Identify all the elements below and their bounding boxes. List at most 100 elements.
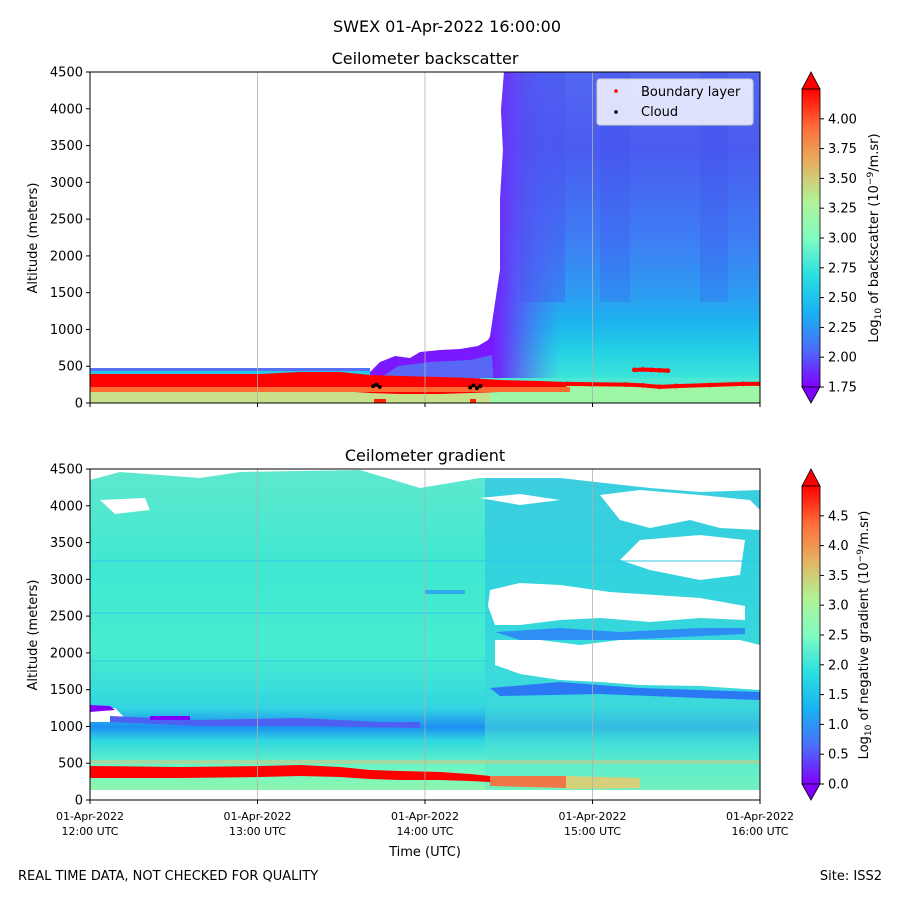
boundary-layer-line xyxy=(567,381,760,389)
gradient-orange-layer xyxy=(490,776,566,788)
gradient-blue-edge xyxy=(495,628,745,640)
cloud-point xyxy=(374,382,379,387)
legend-marker-boundary-layer xyxy=(614,89,618,93)
gradient-streak xyxy=(90,612,490,614)
backscatter-colorbar-ticks: 1.75 2.00 2.25 2.50 2.75 3.00 3.25 3.50 3.75 4.00 xyxy=(820,112,857,396)
x-tick-label-time: 14:00 UTC xyxy=(396,825,453,838)
gradient-y-tick-label: 4000 xyxy=(50,499,83,514)
backscatter-ylabel: Altitude (meters) xyxy=(26,183,41,294)
x-axis-label: Time (UTC) xyxy=(388,845,461,860)
cloud-point xyxy=(377,384,382,389)
gradient-colorbar-tick-label: 2.0 xyxy=(828,658,849,673)
gradient-blue-edge xyxy=(150,716,190,720)
backscatter-colorbar-tick-label: 3.25 xyxy=(828,202,857,217)
legend-label-boundary-layer: Boundary layer xyxy=(641,85,741,100)
backscatter-y-tick-label: 4500 xyxy=(50,66,83,81)
gradient-blue-edge xyxy=(110,716,420,728)
x-tick-label-time: 13:00 UTC xyxy=(229,825,286,838)
gradient-gap xyxy=(488,583,745,625)
backscatter-band xyxy=(520,72,565,302)
x-tick-label-date: 01-Apr-2022 xyxy=(391,810,459,823)
backscatter-red-spot xyxy=(470,399,476,403)
x-tick-label-date: 01-Apr-2022 xyxy=(726,810,794,823)
backscatter-gridlines xyxy=(257,72,593,403)
backscatter-colorbar-tick-label: 3.50 xyxy=(828,172,857,187)
backscatter-y-tick-label: 3000 xyxy=(50,176,83,191)
cloud-point xyxy=(468,385,473,390)
cloud-point xyxy=(471,383,476,388)
gradient-colorbar-tick-label: 3.5 xyxy=(828,569,849,584)
gradient-colorbar-tick-label: 1.5 xyxy=(828,688,849,703)
footer-disclaimer: REAL TIME DATA, NOT CHECKED FOR QUALITY xyxy=(18,869,319,884)
legend-marker-cloud xyxy=(614,110,618,114)
backscatter-y-tick-label: 1500 xyxy=(50,286,83,301)
backscatter-colorbar: 1.75 2.00 2.25 2.50 2.75 3.00 3.25 3.50 3.75 4.00… xyxy=(801,71,884,404)
cloud-point xyxy=(478,384,483,389)
gradient-panel: Ceilometer gradient xyxy=(26,446,874,860)
gradient-ylabel: Altitude (meters) xyxy=(26,580,41,691)
backscatter-colorbar-tick-label: 2.75 xyxy=(828,261,857,276)
gradient-gap xyxy=(100,498,150,514)
backscatter-y-tick-label: 2500 xyxy=(50,213,83,228)
boundary-layer-line xyxy=(634,367,668,373)
gradient-y-tick-label: 3000 xyxy=(50,573,83,588)
boundary-layer-points xyxy=(564,367,760,390)
backscatter-thin-layer xyxy=(90,371,370,375)
backscatter-colorbar-tick-label: 4.00 xyxy=(828,112,857,127)
gradient-streak xyxy=(425,590,465,594)
gradient-y-tick-label: 2500 xyxy=(50,610,83,625)
gradient-colorbar-tick-label: 0.0 xyxy=(828,778,849,793)
backscatter-colorbar-tick-label: 2.50 xyxy=(828,291,857,306)
gradient-gap xyxy=(480,494,560,505)
backscatter-colorbar-extend-max xyxy=(801,71,821,90)
gradient-y-tick-label: 4500 xyxy=(50,463,83,478)
cloud-point xyxy=(474,386,479,391)
gradient-colorbar-ticks: 0.0 0.5 1.0 1.5 2.0 2.5 3.0 3.5 4.0 4.5 xyxy=(820,509,849,793)
footer-site: Site: ISS2 xyxy=(819,869,882,884)
gradient-colorbar-tick-label: 4.0 xyxy=(828,539,849,554)
backscatter-colorbar-tick-label: 2.00 xyxy=(828,351,857,366)
gradient-colorbar-label: Log10 of negative gradient (10−9/m.sr) xyxy=(856,511,874,760)
backscatter-orange-layer xyxy=(90,387,570,392)
x-tick-label-date: 01-Apr-2022 xyxy=(558,810,626,823)
backscatter-y-tick-label: 3500 xyxy=(50,139,83,154)
gradient-colorbar-ramp xyxy=(801,485,821,785)
gradient-colorbar-tick-label: 1.0 xyxy=(828,718,849,733)
gradient-y-tick-label: 3500 xyxy=(50,536,83,551)
backscatter-colorbar-ramp xyxy=(801,88,821,388)
x-tick-label-time: 15:00 UTC xyxy=(564,825,621,838)
gradient-colorbar-tick-label: 2.5 xyxy=(828,629,849,644)
gradient-y-tick-label: 0 xyxy=(75,794,83,809)
legend-label-cloud: Cloud xyxy=(641,105,678,120)
gradient-y-ticks: 0 500 1000 1500 2000 2500 3000 3500 4000 4500 xyxy=(50,463,90,809)
gradient-colorbar-tick-label: 0.5 xyxy=(828,748,849,763)
gradient-colorbar-tick-label: 4.5 xyxy=(828,509,849,524)
backscatter-title: Ceilometer backscatter xyxy=(332,49,519,68)
gradient-colorbar-extend-max xyxy=(801,468,821,487)
backscatter-y-tick-label: 4000 xyxy=(50,102,83,117)
gradient-blue-edge xyxy=(90,705,115,712)
x-tick-label-date: 01-Apr-2022 xyxy=(223,810,291,823)
backscatter-y-tick-label: 1000 xyxy=(50,323,83,338)
gradient-y-tick-label: 500 xyxy=(58,757,83,772)
gradient-gap xyxy=(600,490,760,530)
backscatter-red-spot xyxy=(374,399,386,403)
gradient-y-tick-label: 1000 xyxy=(50,720,83,735)
backscatter-thin-layer xyxy=(90,368,370,372)
gradient-colorbar-tick-label: 3.0 xyxy=(828,599,849,614)
figure-suptitle: SWEX 01-Apr-2022 16:00:00 xyxy=(333,17,561,36)
backscatter-x-ticks xyxy=(89,403,761,407)
backscatter-y-tick-label: 500 xyxy=(58,360,83,375)
x-tick-label-time: 16:00 UTC xyxy=(731,825,788,838)
gradient-blue-edge xyxy=(490,682,760,700)
gradient-y-tick-label: 1500 xyxy=(50,683,83,698)
backscatter-colorbar-tick-label: 2.25 xyxy=(828,321,857,336)
backscatter-y-tick-label: 2000 xyxy=(50,249,83,264)
legend: Boundary layer Cloud xyxy=(596,78,754,126)
x-tick-label-time: 12:00 UTC xyxy=(61,825,118,838)
gradient-gridlines xyxy=(257,469,593,800)
gradient-colorbar-extend-min xyxy=(801,783,821,801)
gradient-x-ticks: 01-Apr-2022 12:00 UTC 01-Apr-2022 13:00 UTC… xyxy=(56,800,794,838)
x-tick-label-date: 01-Apr-2022 xyxy=(56,810,124,823)
